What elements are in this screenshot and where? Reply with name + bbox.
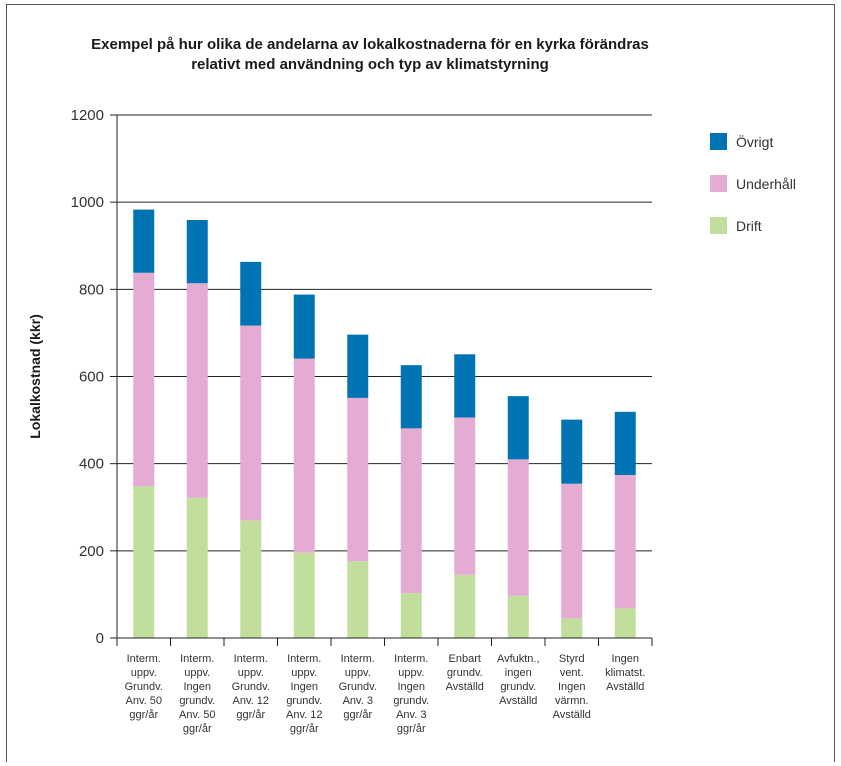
y-tick-label: 600 bbox=[79, 369, 104, 386]
x-tick-label: Styrd vent. Ingen värmn. Avställd bbox=[553, 653, 591, 721]
bar--vrigt-7 bbox=[454, 354, 476, 418]
y-tick-label: 800 bbox=[79, 281, 104, 298]
y-tick-label: 0 bbox=[96, 630, 104, 647]
bar--vrigt-3 bbox=[240, 261, 262, 326]
legend-label: Underhåll bbox=[736, 176, 796, 192]
bar-drift-1 bbox=[133, 486, 155, 638]
bar-drift-6 bbox=[400, 593, 422, 638]
bar--vrigt-8 bbox=[507, 396, 529, 460]
bar-underh-ll-5 bbox=[347, 397, 369, 562]
x-tick-label: Avfuktn., ingen grundv. Avställd bbox=[497, 653, 540, 707]
bar-drift-2 bbox=[186, 497, 208, 638]
bar--vrigt-9 bbox=[561, 419, 583, 484]
bar-drift-3 bbox=[240, 520, 262, 638]
chart-title-line: Exempel på hur olika de andelarna av lok… bbox=[91, 36, 649, 53]
bar-underh-ll-1 bbox=[133, 272, 155, 487]
y-tick-label: 200 bbox=[79, 543, 104, 560]
chart-title-line: relativt med användning och typ av klima… bbox=[191, 56, 549, 73]
bar--vrigt-10 bbox=[614, 411, 636, 475]
y-tick-label: 1000 bbox=[71, 194, 104, 211]
x-tick-label: Enbart grundv. Avställd bbox=[446, 653, 484, 693]
bar--vrigt-2 bbox=[186, 220, 208, 284]
legend-label: Drift bbox=[736, 218, 762, 234]
x-tick-label: Interm. uppv. Grundv. Anv. 50 ggr/år bbox=[125, 653, 163, 721]
bar-drift-5 bbox=[347, 561, 369, 638]
bar-underh-ll-6 bbox=[400, 428, 422, 594]
legend-swatch bbox=[710, 217, 727, 234]
legend-label: Övrigt bbox=[736, 133, 773, 150]
legend-swatch bbox=[710, 133, 727, 150]
x-tick-label: Interm. uppv. Ingen grundv. Anv. 12 ggr/år bbox=[286, 653, 323, 735]
bar--vrigt-6 bbox=[400, 365, 422, 429]
y-axis-label: Lokalkostnad (kkr) bbox=[27, 314, 43, 438]
y-tick-label: 400 bbox=[79, 456, 104, 473]
bar-underh-ll-3 bbox=[240, 325, 262, 521]
bar-underh-ll-7 bbox=[454, 417, 476, 575]
bar-underh-ll-10 bbox=[614, 474, 636, 609]
x-tick-label: Interm. uppv. Ingen grundv. Anv. 3 ggr/år bbox=[393, 653, 429, 735]
x-tick-label: Interm. uppv. Ingen grundv. Anv. 50 ggr/år bbox=[179, 653, 216, 735]
bar-drift-7 bbox=[454, 574, 476, 638]
chart-frame bbox=[6, 4, 835, 762]
x-tick-label: Ingen klimatst. Avställd bbox=[605, 653, 645, 693]
bar-drift-10 bbox=[614, 608, 636, 638]
y-tick-label: 1200 bbox=[71, 107, 104, 124]
bar-drift-9 bbox=[561, 618, 583, 638]
legend-swatch bbox=[710, 175, 727, 192]
bar-drift-8 bbox=[507, 595, 529, 638]
bar--vrigt-4 bbox=[293, 294, 315, 359]
bar-underh-ll-2 bbox=[186, 283, 208, 498]
bar-underh-ll-9 bbox=[561, 483, 583, 619]
bar-underh-ll-4 bbox=[293, 358, 315, 553]
bar--vrigt-1 bbox=[133, 209, 155, 273]
bar--vrigt-5 bbox=[347, 334, 369, 398]
bar-drift-4 bbox=[293, 552, 315, 638]
x-tick-label: Interm. uppv. Grundv. Anv. 12 ggr/år bbox=[232, 653, 270, 721]
bar-underh-ll-8 bbox=[507, 459, 529, 596]
x-tick-label: Interm. uppv. Grundv. Anv. 3 ggr/år bbox=[339, 653, 377, 721]
